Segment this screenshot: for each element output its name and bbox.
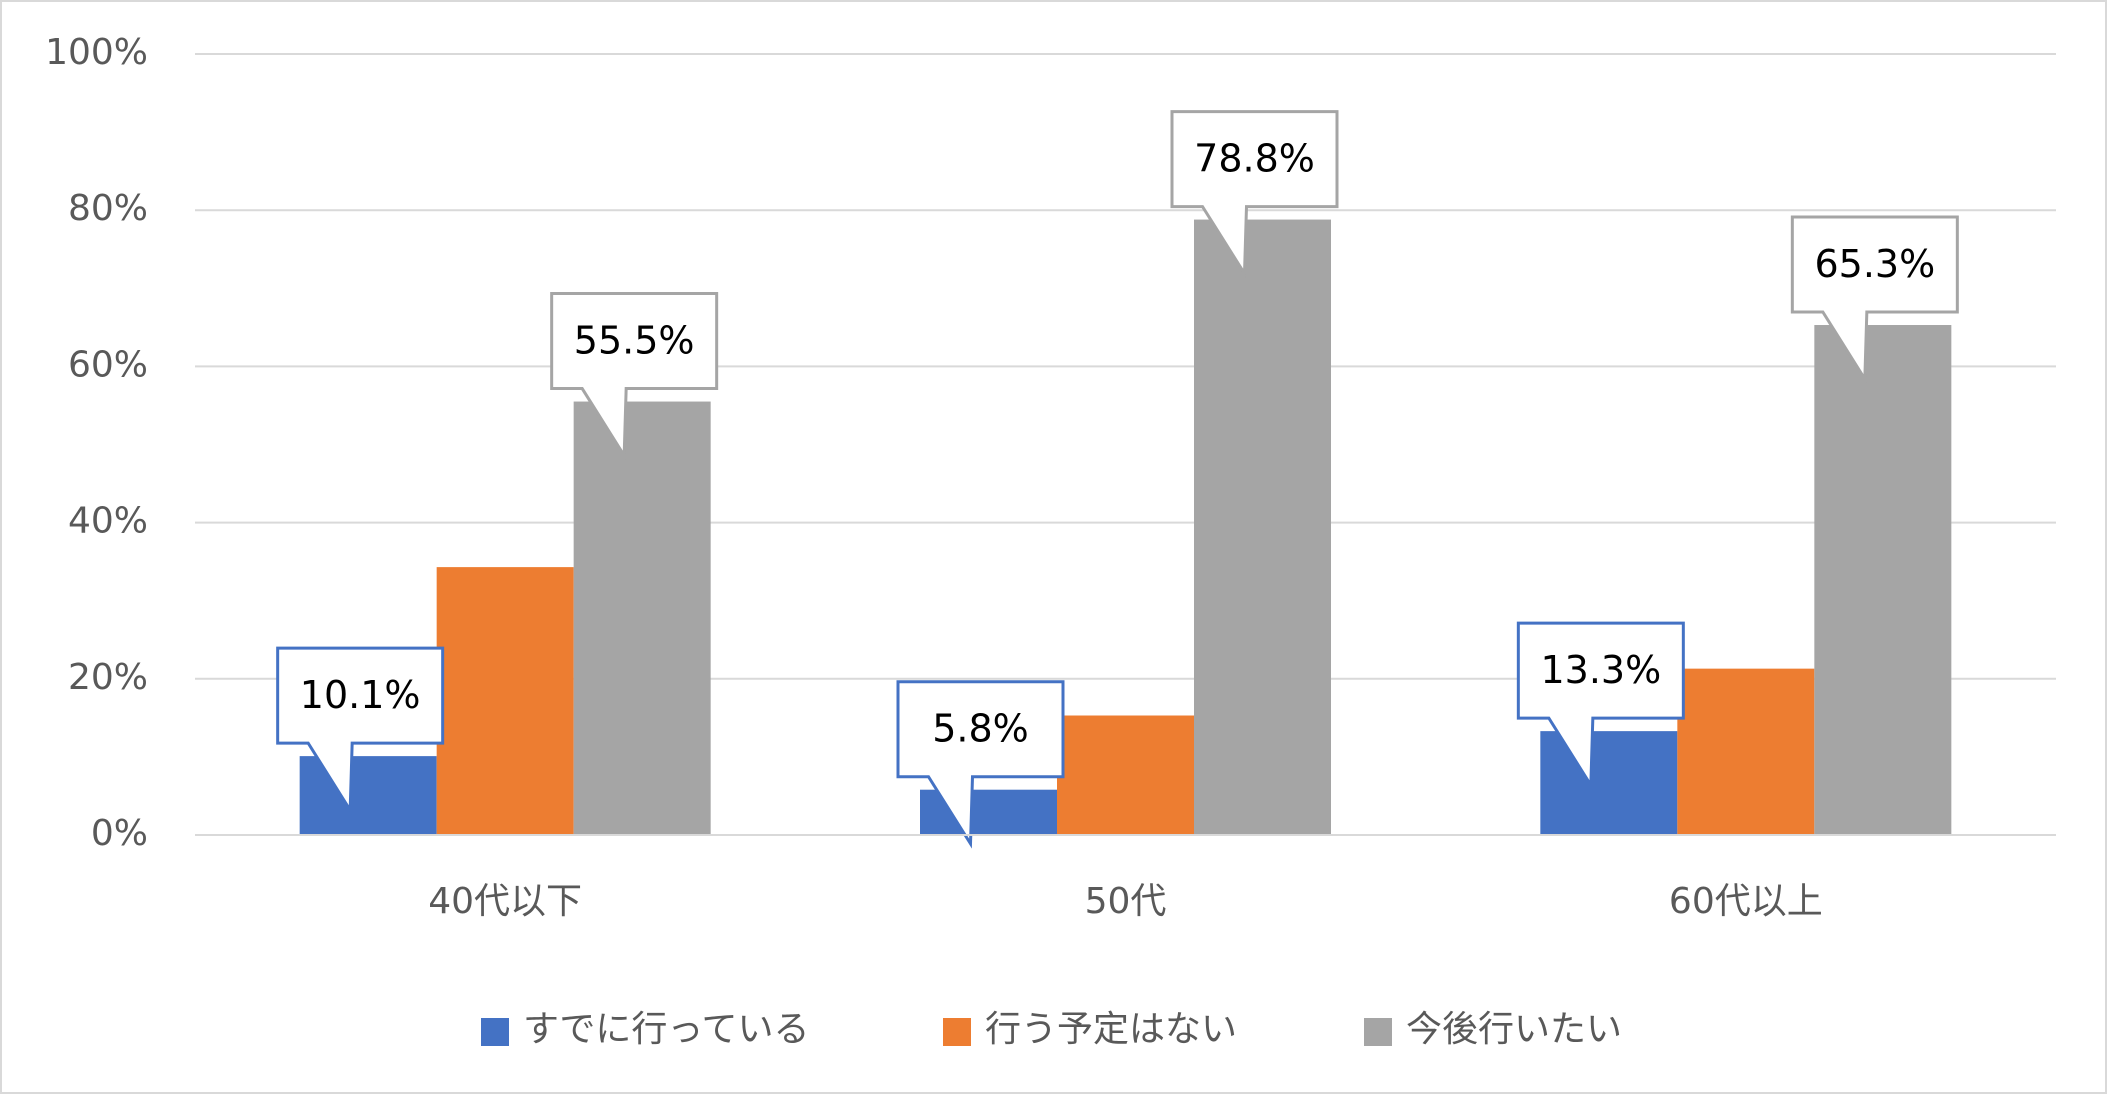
legend-label: すでに行っている	[523, 1009, 810, 1050]
legend-label: 今後行いたい	[1406, 1009, 1622, 1050]
y-tick-label: 20%	[68, 657, 148, 698]
bar	[1540, 731, 1678, 835]
callout-box	[550, 292, 719, 461]
legend-swatch	[1364, 1018, 1392, 1046]
data-label: 13.3%	[1540, 648, 1661, 692]
data-label: 65.3%	[1814, 242, 1935, 286]
bar	[1194, 219, 1331, 835]
data-label: 5.8%	[932, 707, 1029, 751]
bar	[1814, 325, 1952, 835]
legend-swatch	[481, 1018, 509, 1046]
bar	[299, 756, 437, 835]
bar	[573, 401, 711, 835]
y-tick-label: 100%	[45, 32, 148, 73]
legend-label: 行う予定はない	[985, 1009, 1237, 1050]
y-tick-label: 80%	[68, 188, 148, 229]
x-tick-label: 60代以上	[1669, 881, 1823, 922]
callout-box	[1790, 215, 1959, 384]
callout-box	[276, 646, 445, 816]
bar	[1677, 668, 1815, 835]
x-tick-label: 40代以下	[428, 881, 582, 922]
callout-box	[1170, 110, 1339, 279]
callout-box	[896, 680, 1065, 849]
x-tick-label: 50代	[1085, 881, 1167, 922]
data-label: 78.8%	[1194, 137, 1315, 181]
callout-box	[1516, 621, 1685, 791]
bar	[436, 567, 574, 835]
bar	[1057, 715, 1194, 835]
data-label: 10.1%	[300, 673, 421, 717]
legend-swatch	[943, 1018, 971, 1046]
y-tick-label: 60%	[68, 344, 148, 385]
y-tick-label: 0%	[91, 813, 148, 854]
y-tick-label: 40%	[68, 501, 148, 542]
data-label: 55.5%	[574, 319, 695, 363]
